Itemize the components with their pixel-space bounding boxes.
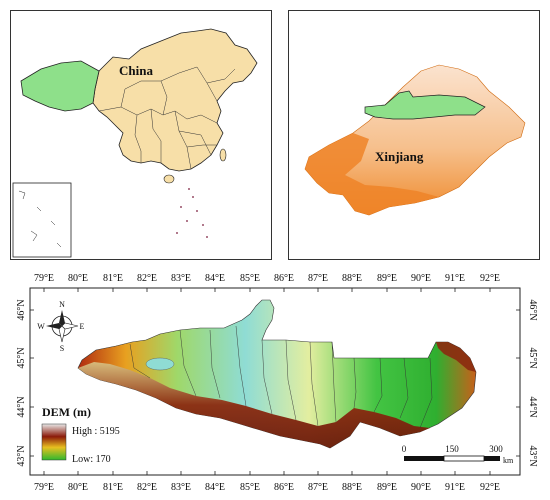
lon-label: 92°E	[480, 273, 500, 284]
lon-label: 80°E	[68, 273, 88, 284]
xinjiang-south-mountains	[305, 133, 439, 215]
frame-ticks	[30, 288, 520, 475]
lat-label: 46°N	[527, 299, 538, 320]
compass-south: S	[60, 344, 64, 353]
xinjiang-highlight	[20, 60, 100, 112]
scale-bar: 0 150 300 km	[402, 444, 514, 465]
lon-label: 81°E	[103, 482, 123, 493]
lat-label: 44°N	[16, 396, 27, 417]
dem-map: 79°E 80°E 81°E 82°E 83°E 84°E 85°E 86°E …	[16, 273, 538, 493]
eastern-mountains	[436, 342, 476, 372]
left-latitude-labels: 46°N 45°N 44°N 43°N	[16, 299, 27, 466]
lon-label: 79°E	[34, 273, 54, 284]
north-arrow-compass: N S E W	[37, 300, 84, 353]
legend-color-ramp	[41, 423, 67, 461]
lat-label: 43°N	[16, 445, 27, 466]
xinjiang-map-panel: Xinjiang	[288, 10, 540, 260]
tianshan-mountains	[78, 362, 430, 448]
scale-tick: 300	[489, 444, 503, 454]
lon-label: 84°E	[205, 482, 225, 493]
china-label: China	[119, 63, 153, 78]
scale-tick: 150	[445, 444, 459, 454]
compass-west: W	[37, 322, 45, 331]
bottom-longitude-labels: 79°E 80°E 81°E 82°E 83°E 84°E 85°E 86°E …	[34, 482, 500, 493]
xinjiang-map: Xinjiang	[304, 64, 526, 216]
lat-label: 43°N	[527, 445, 538, 466]
lat-label: 45°N	[16, 347, 27, 368]
xinjiang-label: Xinjiang	[375, 149, 424, 164]
lon-label: 82°E	[137, 482, 157, 493]
inset-islands	[18, 190, 62, 248]
lon-label: 83°E	[171, 482, 191, 493]
lon-label: 82°E	[137, 273, 157, 284]
lon-label: 85°E	[240, 273, 260, 284]
lat-label: 44°N	[527, 396, 538, 417]
lake	[145, 357, 175, 371]
china-map-panel: China	[10, 10, 272, 260]
top-longitude-labels: 79°E 80°E 81°E 82°E 83°E 84°E 85°E 86°E …	[34, 273, 500, 284]
dem-map-panel: 79°E 80°E 81°E 82°E 83°E 84°E 85°E 86°E …	[0, 268, 550, 495]
lon-label: 88°E	[342, 482, 362, 493]
lon-label: 83°E	[171, 273, 191, 284]
china-map: China	[12, 28, 258, 258]
lon-label: 85°E	[240, 482, 260, 493]
study-area-highlight	[364, 90, 486, 120]
legend-low: Low: 170	[72, 454, 111, 465]
south-sea-islands	[176, 188, 208, 238]
lon-label: 79°E	[34, 482, 54, 493]
lon-label: 91°E	[445, 482, 465, 493]
lon-label: 81°E	[103, 273, 123, 284]
south-china-sea-inset	[12, 182, 72, 258]
scale-tick: 0	[402, 444, 407, 454]
scale-unit: km	[503, 456, 514, 465]
taiwan-island	[219, 148, 227, 162]
right-latitude-labels: 46°N 45°N 44°N 43°N	[527, 299, 538, 466]
hainan-island	[163, 174, 175, 184]
lon-label: 92°E	[480, 482, 500, 493]
lon-label: 80°E	[68, 482, 88, 493]
lon-label: 91°E	[445, 273, 465, 284]
lon-label: 89°E	[377, 273, 397, 284]
county-boundaries	[129, 325, 433, 429]
lon-label: 89°E	[377, 482, 397, 493]
lon-label: 88°E	[342, 273, 362, 284]
province-boundaries	[98, 66, 236, 170]
lon-label: 90°E	[411, 273, 431, 284]
compass-east: E	[80, 322, 85, 331]
lon-label: 87°E	[308, 482, 328, 493]
legend-title: DEM (m)	[42, 405, 91, 419]
lon-label: 90°E	[411, 482, 431, 493]
lon-label: 86°E	[274, 482, 294, 493]
china-outline	[92, 28, 258, 172]
lat-label: 46°N	[16, 299, 27, 320]
lon-label: 86°E	[274, 273, 294, 284]
lat-label: 45°N	[527, 347, 538, 368]
lon-label: 87°E	[308, 273, 328, 284]
compass-north: N	[59, 300, 65, 309]
lon-label: 84°E	[205, 273, 225, 284]
legend-high: High : 5195	[72, 426, 120, 437]
